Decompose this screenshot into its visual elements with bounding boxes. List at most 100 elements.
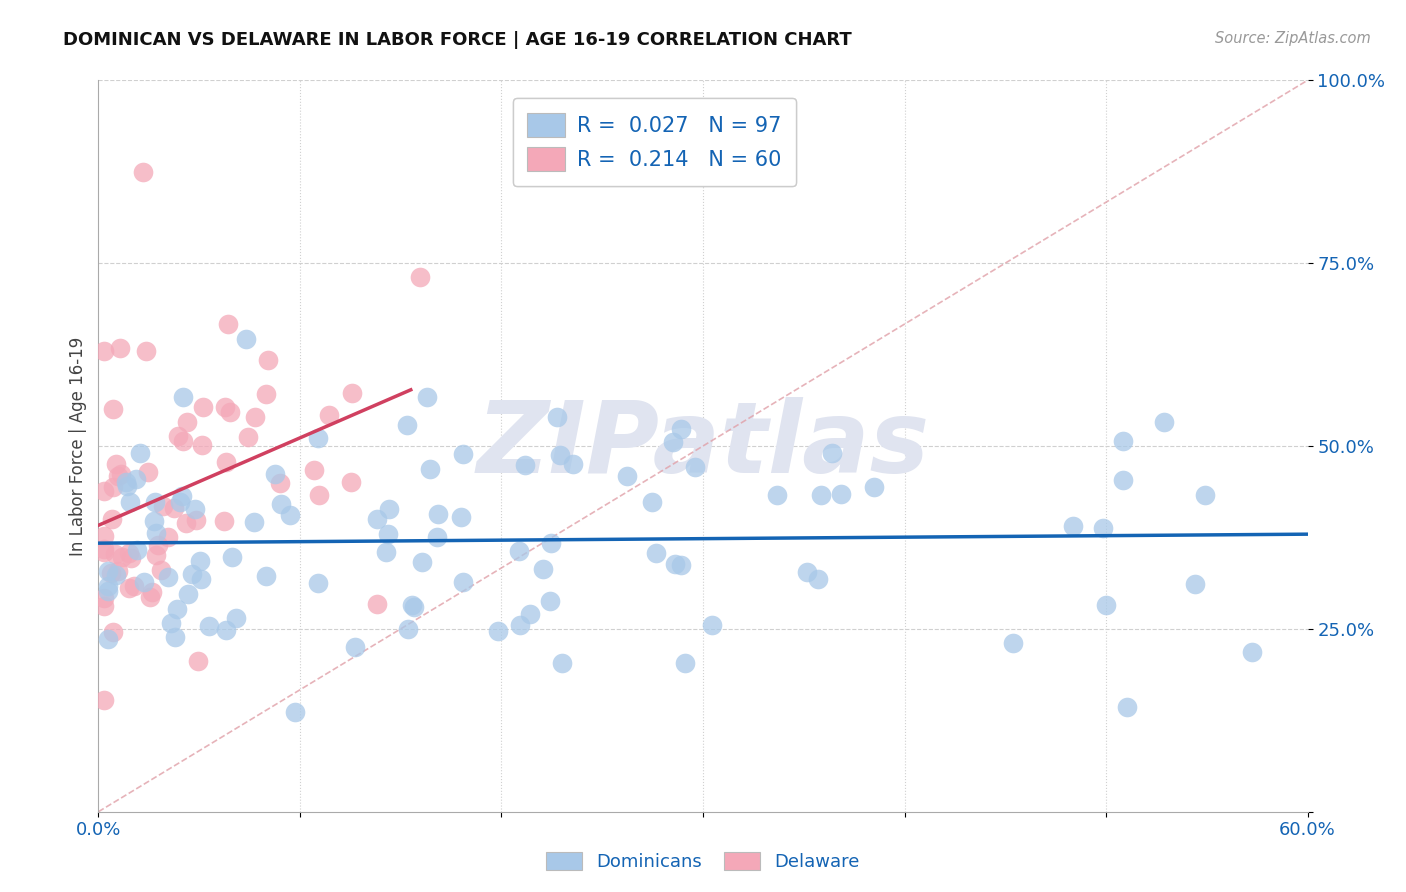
Point: [188, 554, 211, 568]
Point: [120, 550, 142, 565]
Point: [243, 516, 266, 530]
Point: [215, 623, 238, 637]
Point: [540, 536, 562, 550]
Text: Source: ZipAtlas.com: Source: ZipAtlas.com: [1215, 31, 1371, 46]
Point: [221, 549, 243, 564]
Point: [411, 555, 433, 569]
Point: [152, 499, 174, 513]
Point: [307, 576, 329, 591]
Point: [101, 480, 124, 494]
Point: [546, 410, 568, 425]
Point: [127, 543, 149, 558]
Point: [284, 705, 307, 719]
Point: [167, 428, 190, 442]
Point: [519, 607, 541, 622]
Point: [128, 446, 150, 460]
Point: [156, 530, 179, 544]
Point: [538, 593, 561, 607]
Point: [1153, 416, 1175, 430]
Point: [169, 495, 191, 509]
Point: [117, 479, 139, 493]
Point: [342, 385, 364, 400]
Point: [450, 509, 472, 524]
Point: [235, 332, 257, 346]
Point: [186, 513, 208, 527]
Point: [426, 507, 449, 521]
Point: [118, 546, 141, 560]
Point: [157, 570, 180, 584]
Point: [278, 508, 301, 523]
Point: [145, 525, 167, 540]
Point: [166, 602, 188, 616]
Point: [254, 386, 277, 401]
Point: [548, 448, 571, 462]
Point: [830, 487, 852, 501]
Point: [110, 467, 132, 482]
Point: [531, 561, 554, 575]
Point: [550, 656, 572, 670]
Point: [1112, 434, 1135, 449]
Point: [396, 622, 419, 636]
Point: [101, 512, 124, 526]
Point: [508, 544, 530, 558]
Point: [93, 542, 115, 557]
Point: [150, 563, 173, 577]
Point: [669, 558, 692, 573]
Point: [374, 545, 396, 559]
Point: [702, 617, 724, 632]
Point: [1194, 488, 1216, 502]
Point: [419, 462, 441, 476]
Point: [796, 565, 818, 579]
Point: [177, 587, 200, 601]
Point: [174, 516, 197, 531]
Point: [308, 488, 330, 502]
Point: [138, 465, 160, 479]
Point: [644, 547, 666, 561]
Point: [198, 619, 221, 633]
Point: [453, 447, 475, 461]
Point: [513, 458, 536, 472]
Point: [132, 575, 155, 590]
Point: [245, 410, 267, 425]
Point: [307, 431, 329, 445]
Point: [145, 549, 167, 563]
Point: [401, 599, 423, 613]
Point: [616, 469, 638, 483]
Point: [402, 600, 425, 615]
Point: [97, 565, 120, 579]
Point: [662, 435, 685, 450]
Point: [1062, 519, 1084, 533]
Point: [142, 514, 165, 528]
Point: [105, 457, 128, 471]
Point: [97, 584, 120, 599]
Point: [104, 568, 127, 582]
Point: [93, 529, 115, 543]
Point: [139, 591, 162, 605]
Point: [1241, 645, 1264, 659]
Point: [97, 632, 120, 646]
Point: [486, 624, 509, 639]
Point: [135, 343, 157, 358]
Point: [97, 579, 120, 593]
Y-axis label: In Labor Force | Age 16-19: In Labor Force | Age 16-19: [69, 336, 87, 556]
Point: [409, 269, 432, 284]
Point: [264, 467, 287, 481]
Point: [93, 693, 115, 707]
Point: [254, 569, 277, 583]
Point: [93, 484, 115, 499]
Point: [124, 579, 146, 593]
Point: [257, 352, 280, 367]
Point: [125, 472, 148, 486]
Point: [1184, 577, 1206, 591]
Point: [111, 550, 134, 565]
Point: [378, 502, 401, 516]
Point: [132, 164, 155, 178]
Point: [214, 401, 236, 415]
Point: [863, 480, 886, 494]
Point: [190, 438, 212, 452]
Point: [669, 422, 692, 436]
Point: [1001, 636, 1024, 650]
Point: [640, 495, 662, 509]
Point: [1092, 521, 1115, 535]
Point: [190, 572, 212, 586]
